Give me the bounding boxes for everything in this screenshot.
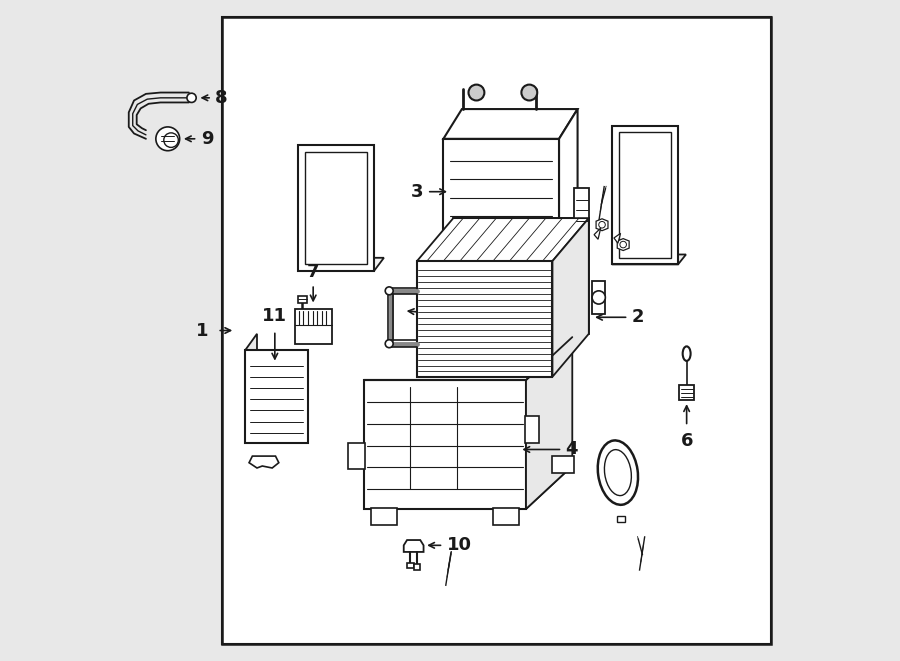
Polygon shape	[456, 251, 483, 271]
Text: 3: 3	[411, 182, 424, 201]
Circle shape	[521, 85, 537, 100]
Bar	[347, 443, 365, 469]
Polygon shape	[295, 309, 332, 344]
Polygon shape	[298, 258, 384, 271]
Polygon shape	[245, 350, 308, 443]
Bar	[574, 188, 589, 225]
Bar	[618, 132, 671, 258]
Text: 7: 7	[307, 263, 320, 281]
Bar	[371, 508, 397, 525]
Polygon shape	[526, 337, 572, 509]
Bar	[407, 563, 414, 568]
Bar	[222, 17, 770, 644]
Polygon shape	[245, 334, 257, 443]
Text: 9: 9	[201, 130, 213, 148]
Bar	[680, 385, 694, 400]
Bar	[493, 508, 519, 525]
Polygon shape	[592, 281, 606, 314]
Bar	[414, 564, 420, 570]
Text: 4: 4	[566, 440, 578, 459]
Polygon shape	[298, 145, 374, 271]
Bar	[525, 416, 539, 443]
Polygon shape	[417, 218, 589, 261]
Text: 8: 8	[215, 89, 228, 107]
Bar	[222, 17, 770, 644]
Text: 1: 1	[195, 321, 208, 340]
Circle shape	[164, 133, 178, 147]
Text: 2: 2	[632, 308, 644, 327]
Circle shape	[187, 93, 196, 102]
Polygon shape	[249, 456, 279, 468]
Polygon shape	[417, 261, 553, 377]
Bar	[616, 516, 625, 522]
Bar	[304, 152, 367, 264]
Polygon shape	[444, 139, 559, 251]
Circle shape	[156, 127, 180, 151]
Bar	[298, 296, 307, 303]
Polygon shape	[553, 218, 589, 377]
Polygon shape	[364, 380, 526, 509]
Polygon shape	[364, 466, 572, 509]
Text: 11: 11	[262, 307, 287, 325]
Text: 10: 10	[446, 536, 472, 555]
Polygon shape	[614, 233, 620, 243]
Circle shape	[592, 291, 606, 304]
Bar	[553, 456, 573, 473]
Text: 6: 6	[680, 432, 693, 449]
Polygon shape	[559, 109, 578, 251]
Polygon shape	[454, 218, 589, 334]
Ellipse shape	[598, 440, 638, 505]
Polygon shape	[612, 254, 686, 264]
Ellipse shape	[683, 346, 690, 361]
Circle shape	[469, 85, 484, 100]
Ellipse shape	[605, 449, 632, 496]
Text: 5: 5	[444, 308, 456, 327]
Polygon shape	[444, 109, 578, 139]
Polygon shape	[612, 126, 678, 264]
Polygon shape	[594, 228, 600, 239]
Polygon shape	[617, 239, 629, 251]
Circle shape	[385, 340, 393, 348]
Polygon shape	[596, 219, 608, 231]
Circle shape	[620, 241, 626, 248]
Circle shape	[598, 221, 606, 228]
Polygon shape	[404, 540, 424, 552]
Circle shape	[385, 287, 393, 295]
